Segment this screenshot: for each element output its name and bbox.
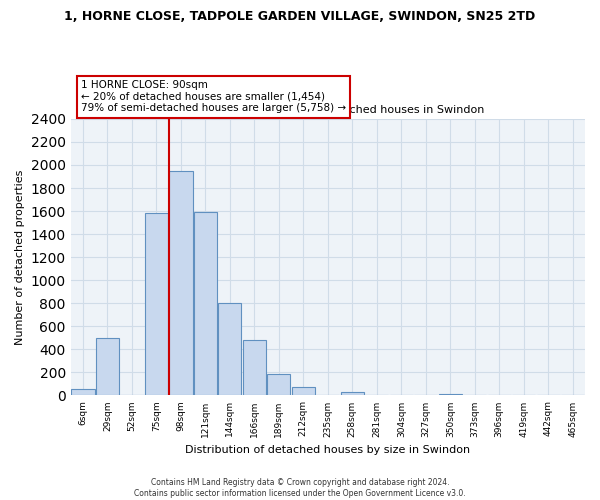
- Bar: [292, 388, 315, 396]
- Bar: [169, 170, 193, 396]
- Text: 1 HORNE CLOSE: 90sqm
← 20% of detached houses are smaller (1,454)
79% of semi-de: 1 HORNE CLOSE: 90sqm ← 20% of detached h…: [81, 80, 346, 114]
- Bar: [341, 392, 364, 396]
- Bar: [145, 214, 168, 396]
- Y-axis label: Number of detached properties: Number of detached properties: [15, 170, 25, 345]
- X-axis label: Distribution of detached houses by size in Swindon: Distribution of detached houses by size …: [185, 445, 470, 455]
- Bar: [218, 304, 241, 396]
- Text: Contains HM Land Registry data © Crown copyright and database right 2024.
Contai: Contains HM Land Registry data © Crown c…: [134, 478, 466, 498]
- Bar: [96, 338, 119, 396]
- Bar: [194, 212, 217, 396]
- Bar: [561, 395, 584, 396]
- Title: Size of property relative to detached houses in Swindon: Size of property relative to detached ho…: [172, 106, 484, 116]
- Bar: [439, 394, 462, 396]
- Bar: [243, 340, 266, 396]
- Text: 1, HORNE CLOSE, TADPOLE GARDEN VILLAGE, SWINDON, SN25 2TD: 1, HORNE CLOSE, TADPOLE GARDEN VILLAGE, …: [64, 10, 536, 23]
- Bar: [267, 374, 290, 396]
- Bar: [71, 389, 95, 396]
